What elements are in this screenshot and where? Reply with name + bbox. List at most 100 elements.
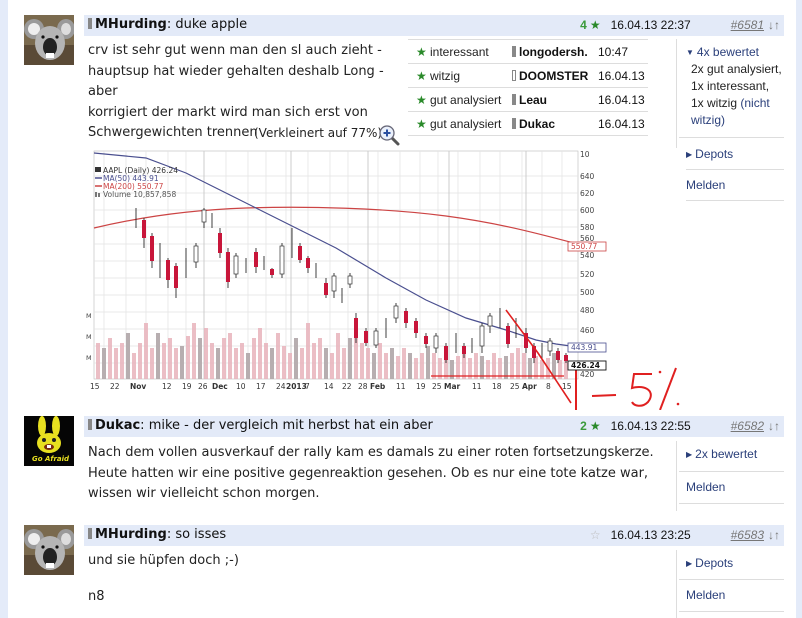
post-header: MHurding: duke apple 4 ★ 16.04.13 22:37 #65… bbox=[84, 15, 784, 36]
user-status-bar-icon bbox=[88, 419, 92, 430]
post-sidebar: ▶ 2x bewertet Melden bbox=[676, 441, 784, 511]
post-datetime: 16.04.13 22:55 bbox=[610, 419, 691, 433]
nav-arrows-icon[interactable]: ↓↑ bbox=[768, 528, 780, 542]
svg-text:22: 22 bbox=[342, 382, 352, 391]
author-link[interactable]: Dukac bbox=[95, 418, 141, 433]
post-body: Nach dem vollen ausverkauf der rally kam… bbox=[88, 443, 668, 505]
rating-row: ★ gut analysiert Dukac 16.04.13 bbox=[408, 112, 648, 136]
star-icon: ★ bbox=[416, 93, 427, 107]
svg-text:25: 25 bbox=[432, 382, 442, 391]
body-line: wissen wir vielleicht schon morgen. bbox=[88, 486, 320, 501]
chart-legend-ma200: MA(200) 550.77 bbox=[103, 182, 164, 191]
rating-user[interactable]: DOOMSTER bbox=[512, 69, 588, 83]
author-link[interactable]: MHurding bbox=[95, 17, 167, 32]
svg-text:540: 540 bbox=[580, 251, 595, 260]
post-id-link[interactable]: #6581 bbox=[730, 18, 764, 32]
user-status-bar-icon bbox=[512, 70, 516, 81]
svg-text:560: 560 bbox=[580, 234, 595, 243]
report-link[interactable]: Melden bbox=[679, 580, 784, 612]
rated-toggle[interactable]: ▼ 4x bewertet 2x gut analysiert, 1x inter… bbox=[679, 39, 784, 138]
svg-text:19: 19 bbox=[182, 382, 192, 391]
svg-text:11: 11 bbox=[472, 382, 482, 391]
user-status-bar-icon bbox=[512, 46, 516, 57]
triangle-down-icon: ▼ bbox=[686, 48, 694, 57]
svg-text:520: 520 bbox=[580, 270, 595, 279]
avatar-koala[interactable] bbox=[24, 15, 74, 65]
rating-label: gut analysiert bbox=[430, 117, 502, 131]
body-line: korrigiert der markt wird man sich erst … bbox=[88, 104, 368, 120]
star-outline-icon[interactable]: ☆ bbox=[589, 528, 601, 542]
svg-text:17: 17 bbox=[256, 382, 266, 391]
page-left-border bbox=[0, 0, 8, 618]
post-id-link[interactable]: #6583 bbox=[730, 528, 764, 542]
svg-text:15: 15 bbox=[90, 382, 100, 391]
post-id-link[interactable]: #6582 bbox=[730, 419, 764, 433]
post-meta: 4 ★ 16.04.13 22:37 #6581 ↓↑ bbox=[580, 18, 780, 32]
star-icon: ★ bbox=[416, 69, 427, 83]
avatar-koala[interactable] bbox=[24, 525, 74, 575]
rating-label: witzig bbox=[430, 69, 461, 83]
rating-count: 2 bbox=[580, 419, 587, 433]
rating-time: 16.04.13 bbox=[598, 93, 645, 107]
body-line: n8 bbox=[88, 589, 105, 604]
svg-text:M: M bbox=[86, 312, 92, 320]
report-link[interactable]: Melden bbox=[679, 170, 784, 201]
post-title: MHurding: duke apple bbox=[88, 17, 247, 32]
ma50-value-tag: 443.91 bbox=[571, 343, 597, 352]
not-funny-link[interactable]: (nicht witzig) bbox=[691, 96, 770, 127]
rating-time: 16.04.13 bbox=[598, 117, 645, 131]
star-icon: ★ bbox=[416, 117, 427, 131]
svg-text:2013: 2013 bbox=[286, 382, 307, 391]
body-line: und sie hüpfen doch ;-) bbox=[88, 553, 239, 568]
svg-text:12: 12 bbox=[162, 382, 172, 391]
stock-chart-image[interactable]: AAPL (Daily) 426.24 MA(50) 443.91 MA(200… bbox=[86, 148, 686, 411]
body-line: Schwergewichten trennen bbox=[88, 125, 258, 140]
nav-arrows-icon[interactable]: ↓↑ bbox=[768, 18, 780, 32]
star-icon[interactable]: ★ bbox=[589, 419, 601, 433]
post-subject: duke apple bbox=[175, 17, 248, 32]
svg-text:22: 22 bbox=[110, 382, 120, 391]
user-status-bar-icon bbox=[88, 18, 92, 29]
avatar-bunny[interactable]: Go Afraid bbox=[24, 416, 74, 466]
post-sidebar: ▶ Depots Melden bbox=[676, 550, 784, 618]
user-status-bar-icon bbox=[512, 118, 516, 129]
ma200-value-tag: 550.77 bbox=[571, 242, 597, 251]
svg-text:18: 18 bbox=[492, 382, 502, 391]
svg-text:640: 640 bbox=[580, 172, 595, 181]
star-icon[interactable]: ★ bbox=[589, 18, 601, 32]
rated-toggle[interactable]: ▶ 2x bewertet bbox=[679, 441, 784, 472]
rating-user[interactable]: Dukac bbox=[512, 117, 555, 131]
author-link[interactable]: MHurding bbox=[95, 527, 167, 542]
svg-text:19: 19 bbox=[416, 382, 426, 391]
zoom-in-icon[interactable] bbox=[378, 124, 400, 146]
depots-toggle[interactable]: ▶ Depots bbox=[679, 138, 784, 170]
body-line: Nach dem vollen ausverkauf der rally kam… bbox=[88, 445, 654, 460]
body-line: crv ist sehr gut wenn man den sl auch zi… bbox=[88, 43, 382, 58]
price-value-tag: 426.24 bbox=[571, 361, 600, 370]
svg-text:15: 15 bbox=[562, 382, 572, 391]
rating-label: gut analysiert bbox=[430, 93, 502, 107]
rating-user[interactable]: longodersh. bbox=[512, 45, 588, 59]
nav-arrows-icon[interactable]: ↓↑ bbox=[768, 419, 780, 433]
svg-text:25: 25 bbox=[510, 382, 520, 391]
post-body: crv ist sehr gut wenn man den sl auch zi… bbox=[88, 41, 408, 144]
svg-text:26: 26 bbox=[198, 382, 208, 391]
post-body: und sie hüpfen doch ;-) n8 bbox=[88, 552, 488, 606]
post-sidebar: ▼ 4x bewertet 2x gut analysiert, 1x inter… bbox=[676, 39, 784, 201]
post-subject: mike - der vergleich mit herbst hat ein … bbox=[148, 418, 433, 433]
svg-text:620: 620 bbox=[580, 189, 595, 198]
depots-toggle[interactable]: ▶ Depots bbox=[679, 550, 784, 580]
svg-text:500: 500 bbox=[580, 288, 595, 297]
rating-time: 16.04.13 bbox=[598, 69, 645, 83]
ratings-table: ★ interessant longodersh. 10:47 ★ witzig… bbox=[408, 39, 648, 136]
page-scrollbar-track[interactable] bbox=[796, 0, 802, 618]
rated-summary: 2x gut analysiert, 1x interessant, 1x wi… bbox=[691, 62, 782, 127]
svg-text:580: 580 bbox=[580, 223, 595, 232]
rating-user[interactable]: Leau bbox=[512, 93, 547, 107]
rating-row: ★ interessant longodersh. 10:47 bbox=[408, 40, 648, 64]
post-header: Dukac: mike - der vergleich mit herbst h… bbox=[84, 416, 784, 437]
svg-text:Apr: Apr bbox=[522, 382, 537, 391]
user-status-bar-icon bbox=[512, 94, 516, 105]
report-link[interactable]: Melden bbox=[679, 472, 784, 504]
svg-text:11: 11 bbox=[396, 382, 406, 391]
